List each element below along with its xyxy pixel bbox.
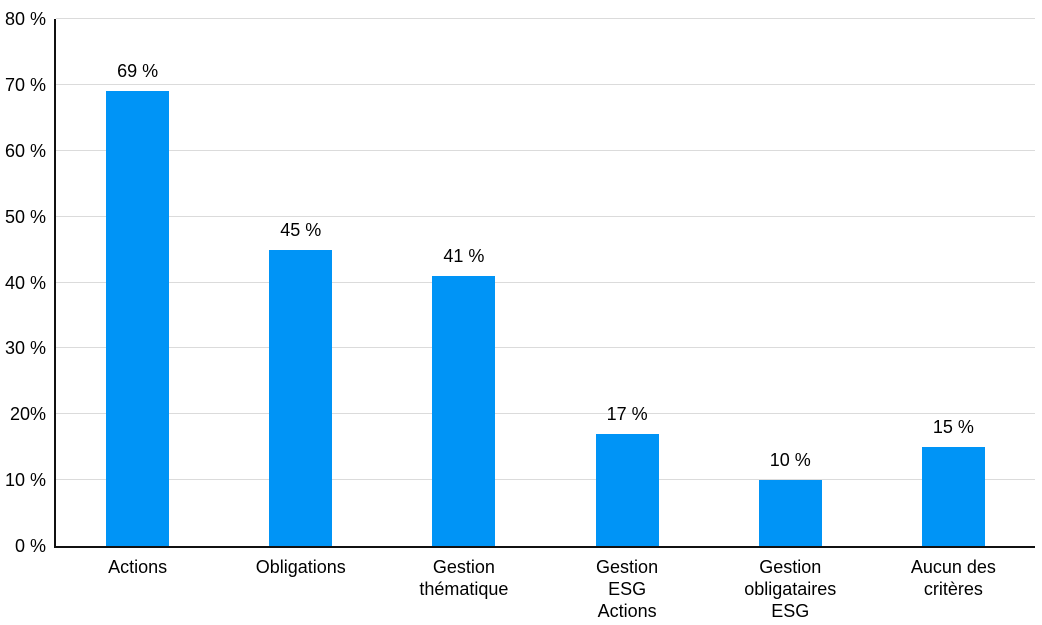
gridline (56, 83, 1035, 85)
y-axis-tick-label: 50 % (4, 206, 46, 227)
bar (269, 249, 333, 546)
y-axis-tick-label: 30 % (4, 338, 46, 359)
x-axis-label: Gestion thématique (419, 557, 509, 599)
x-axis-label: Gestion ESG Actions (596, 557, 659, 621)
gridline (56, 347, 1035, 349)
x-axis-label: Actions (108, 557, 168, 577)
plot-area: 69 % 45 % 41 % 17 % 10 % 15 % (54, 18, 1035, 548)
gridline (56, 281, 1035, 283)
bar (595, 434, 659, 546)
gridline (56, 413, 1035, 415)
gridline (56, 215, 1035, 217)
bar-value-label: 10 % (769, 450, 811, 471)
gridline (56, 479, 1035, 481)
bar (758, 480, 822, 546)
x-axis-label: Gestion obligataires ESG (744, 557, 837, 621)
x-axis: Actions Obligations Gestion thématique Gest… (56, 556, 1035, 625)
x-axis-label: Obligations (255, 557, 346, 577)
bar-value-label: 69 % (117, 61, 159, 82)
y-axis: 0 % 10 % 20% 30 % 40 % 50 % 60 % 70 % 80 % (0, 9, 46, 556)
bar (921, 447, 985, 546)
bar (106, 91, 170, 546)
y-axis-tick-label: 70 % (4, 74, 46, 95)
y-axis-tick-label: 20% (9, 404, 46, 425)
bar-value-label: 45 % (280, 219, 322, 240)
x-axis-label: Aucun des critères (910, 557, 996, 599)
bar-value-label: 17 % (606, 404, 648, 425)
bar (432, 275, 496, 546)
gridline (56, 149, 1035, 151)
y-axis-tick-label: 80 % (4, 9, 46, 29)
y-axis-tick-label: 0 % (14, 536, 46, 556)
gridline (56, 18, 1035, 19)
y-axis-tick-label: 10 % (4, 470, 46, 491)
y-axis-tick-label: 60 % (4, 140, 46, 161)
y-axis-tick-label: 40 % (4, 272, 46, 293)
bar-value-label: 15 % (932, 417, 974, 438)
bar-value-label: 41 % (443, 245, 485, 266)
